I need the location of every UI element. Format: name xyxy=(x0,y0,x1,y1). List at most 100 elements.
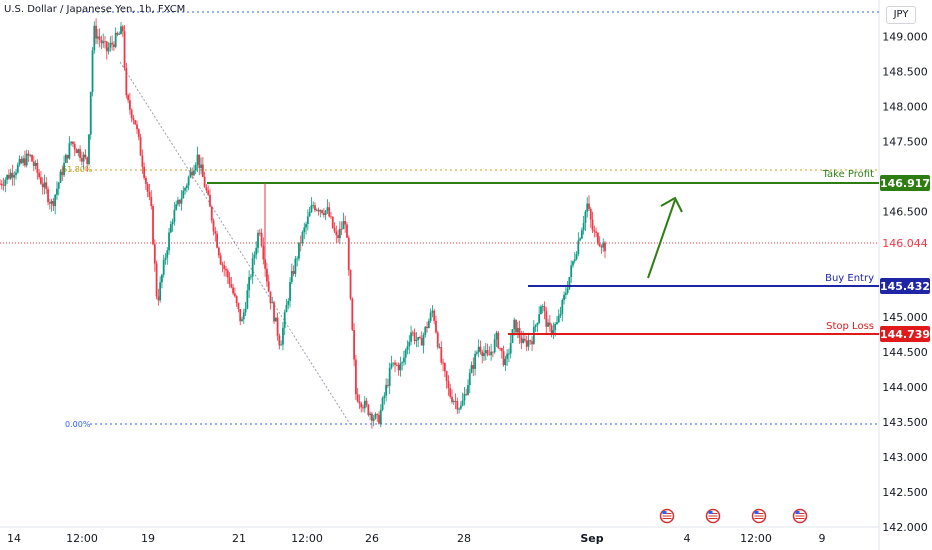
candle-body xyxy=(397,364,400,371)
candles-group xyxy=(0,18,606,429)
candle-body xyxy=(132,118,135,121)
candle-body xyxy=(50,201,53,204)
candle-body xyxy=(317,209,320,212)
last-price-badge: 146.044 xyxy=(880,235,930,251)
projection-arrow[interactable] xyxy=(647,199,676,279)
candle-body xyxy=(48,202,51,204)
time-tick-label: 9 xyxy=(819,532,826,545)
candle-body xyxy=(285,304,288,313)
candle-body xyxy=(130,109,133,119)
candle-body xyxy=(214,231,217,234)
candle-body xyxy=(105,41,108,52)
price-tick-label: 147.500 xyxy=(882,136,928,149)
us-flag-icon[interactable] xyxy=(792,508,808,524)
candle-body xyxy=(321,210,323,214)
candle-body xyxy=(237,303,240,309)
candle-body xyxy=(452,401,455,403)
candle-body xyxy=(43,182,46,188)
candle-body xyxy=(387,384,389,386)
candle-body xyxy=(413,332,416,342)
price-tick-label: 144.500 xyxy=(882,346,928,359)
candle-body xyxy=(137,129,140,138)
us-flag-icon[interactable] xyxy=(751,508,767,524)
candle-body xyxy=(596,232,599,244)
candle-body xyxy=(568,276,571,289)
candle-body xyxy=(370,413,373,421)
candle-body xyxy=(7,174,10,179)
candle-body xyxy=(169,224,172,233)
candle-body xyxy=(175,204,178,210)
candle-body xyxy=(417,337,420,341)
candle-body xyxy=(385,384,388,396)
candle-body xyxy=(559,313,562,316)
candle-body xyxy=(47,189,49,203)
candle-body xyxy=(506,353,509,359)
candle-body xyxy=(36,162,39,173)
candle-body xyxy=(75,149,78,154)
candle-body xyxy=(495,332,498,340)
candle-body xyxy=(141,155,144,167)
candle-body xyxy=(24,158,26,166)
candle-body xyxy=(390,363,393,368)
candle-body xyxy=(379,409,382,424)
us-flag-icon[interactable] xyxy=(659,508,675,524)
stop-loss-price-badge: 144.739 xyxy=(880,326,930,342)
candle-body xyxy=(399,363,402,371)
candle-body xyxy=(157,296,160,301)
candle-body xyxy=(248,277,251,291)
candle-body xyxy=(299,242,302,244)
candle-body xyxy=(548,322,551,326)
us-flag-icon[interactable] xyxy=(705,508,721,524)
candle-body xyxy=(61,171,64,176)
candle-body xyxy=(337,235,339,239)
candle-body xyxy=(298,242,300,259)
candle-body xyxy=(139,137,142,156)
candle-body xyxy=(189,171,192,178)
price-tick-label: 143.000 xyxy=(882,451,928,464)
candle-body xyxy=(13,174,16,178)
candle-body xyxy=(436,332,439,348)
time-tick-label: 21 xyxy=(232,532,246,545)
candle-body xyxy=(109,42,112,48)
candle-body xyxy=(326,207,329,211)
candle-body xyxy=(395,364,398,366)
currency-selector[interactable]: JPY xyxy=(886,6,916,24)
candle-body xyxy=(89,91,92,135)
candle-body xyxy=(221,264,224,266)
candle-body xyxy=(504,358,507,366)
candle-body xyxy=(354,359,357,395)
candle-body xyxy=(276,317,279,336)
price-tick-label: 148.500 xyxy=(882,66,928,79)
candle-body xyxy=(532,326,535,345)
candle-body xyxy=(604,242,606,252)
candle-body xyxy=(369,413,372,416)
time-axis[interactable]: 14 12:00 19 21 12:00 26 28 Sep 4 12:00 9 xyxy=(7,532,826,545)
candle-body xyxy=(595,231,598,233)
candle-body xyxy=(381,397,384,410)
candle-body xyxy=(534,325,537,327)
symbol-title: U.S. Dollar / Japanese Yen, 1h, FXCM xyxy=(4,4,186,15)
candle-body xyxy=(56,188,58,195)
candle-body xyxy=(372,418,375,421)
price-axis[interactable]: 149.000 148.500 148.000 147.500 146.500 145.0… xyxy=(882,31,928,534)
candle-body xyxy=(445,371,448,382)
candle-body xyxy=(219,255,222,265)
candle-body xyxy=(70,141,73,144)
economic-events[interactable] xyxy=(659,508,808,524)
candle-body xyxy=(550,325,553,333)
candle-body xyxy=(54,194,57,207)
time-tick-label: 12:00 xyxy=(291,532,323,545)
candle-body xyxy=(205,187,208,191)
candle-body xyxy=(314,205,316,211)
fib-level-618-label: 61.80% xyxy=(62,165,93,174)
candle-body xyxy=(267,281,270,292)
candle-body xyxy=(335,231,338,236)
candle-body xyxy=(80,158,83,162)
candle-body xyxy=(490,351,493,356)
candle-body xyxy=(406,346,409,350)
candle-body xyxy=(470,365,473,373)
price-tick-label: 142.500 xyxy=(882,486,928,499)
candle-body xyxy=(11,172,14,178)
